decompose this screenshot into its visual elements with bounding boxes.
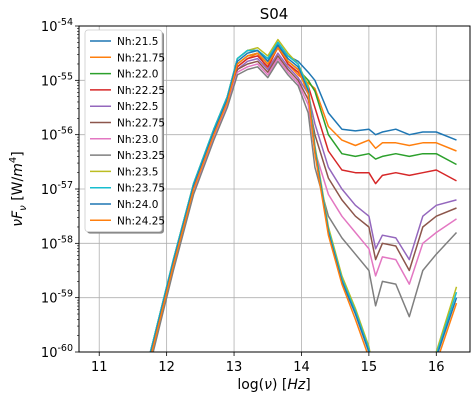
legend-entry: Nh:23.0	[117, 134, 158, 146]
legend: Nh:21.5 Nh:21.75 Nh:22.0 Nh:22.25 Nh:22.5 Nh:…	[84, 29, 165, 234]
legend-box	[84, 29, 163, 233]
legend-entry: Nh:21.5	[117, 36, 158, 48]
x-tick-label: 16	[428, 360, 445, 375]
series-line-10	[150, 44, 458, 352]
legend-entry: Nh:23.25	[117, 150, 165, 162]
legend-entry: Nh:24.25	[117, 215, 165, 227]
legend-entry: Nh:23.75	[117, 183, 165, 195]
y-axis-ticks: 10-60 10-59 10-58 10-57 10-56 10-55 10-54	[41, 17, 79, 361]
legend-entry: Nh:22.75	[117, 118, 165, 130]
y-tick-label: 10-60	[41, 343, 73, 361]
y-tick-label: 10-54	[41, 17, 73, 35]
legend-entry: Nh:22.5	[117, 101, 158, 113]
legend-entry: Nh:22.25	[117, 85, 165, 97]
legend-entry: Nh:22.0	[117, 69, 158, 81]
y-tick-label: 10-55	[41, 71, 73, 89]
legend-entry: Nh:24.0	[117, 199, 158, 211]
series-line-6	[151, 57, 457, 352]
x-tick-label: 11	[91, 360, 108, 375]
x-axis-ticks: 11 12 13 14 15 16	[91, 352, 445, 375]
series-group	[149, 38, 458, 352]
y-tick-label: 10-59	[41, 289, 73, 307]
chart-title: S04	[260, 5, 289, 23]
series-line-9	[149, 41, 458, 352]
x-tick-label: 13	[226, 360, 243, 375]
x-tick-label: 14	[293, 360, 310, 375]
y-tick-label: 10-57	[41, 180, 73, 198]
y-tick-label: 10-58	[41, 234, 73, 252]
series-line-7	[152, 60, 458, 352]
y-tick-label: 10-56	[41, 126, 73, 144]
x-tick-label: 15	[361, 360, 378, 375]
x-axis-label: log(ν) [Hz]	[237, 377, 310, 393]
series-line-11	[151, 46, 458, 352]
legend-entry: Nh:23.5	[117, 166, 158, 178]
legend-entry: Nh:21.75	[117, 52, 165, 64]
x-tick-label: 12	[158, 360, 175, 375]
y-axis-label: νFν [W/m4]	[8, 151, 29, 226]
